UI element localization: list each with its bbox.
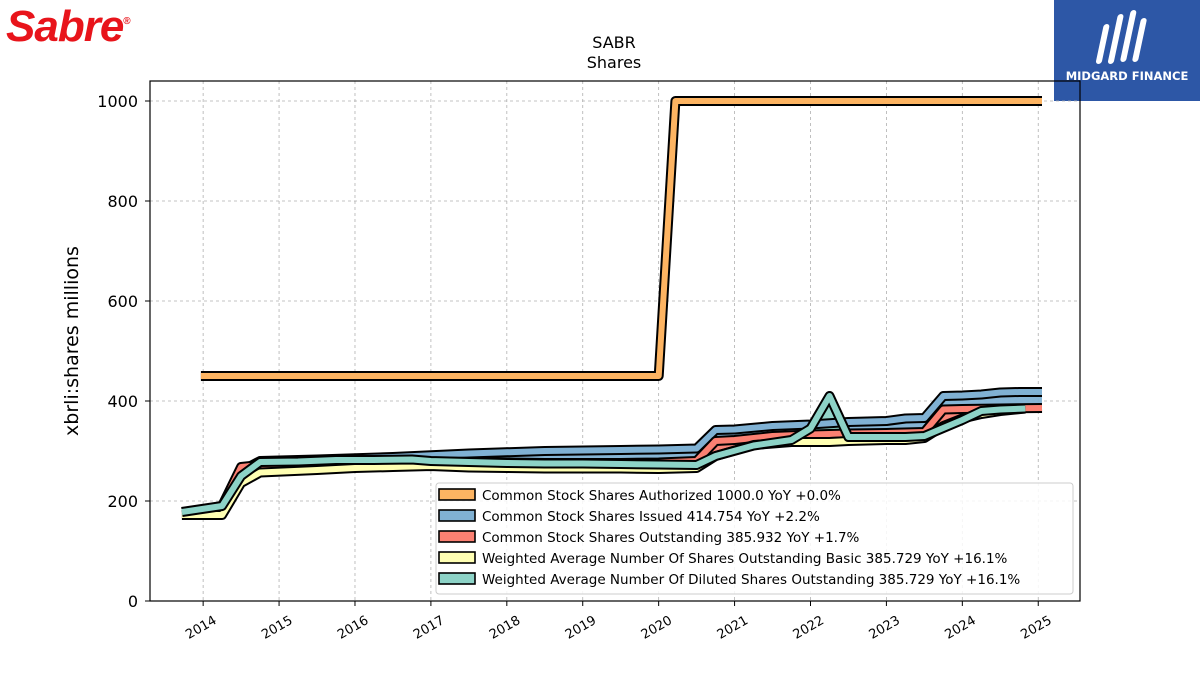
legend-label: Common Stock Shares Issued 414.754 YoY +… xyxy=(482,509,820,525)
legend-swatch xyxy=(438,488,476,501)
legend-swatch xyxy=(438,551,476,564)
y-tick-label: 600 xyxy=(107,292,138,311)
y-axis-ticks: 0 200 400 600 800 1000 xyxy=(97,92,150,611)
legend-swatch xyxy=(438,509,476,522)
chart-title: SABR xyxy=(592,33,636,52)
y-tick-label: 0 xyxy=(128,592,138,611)
x-tick-label: 2025 xyxy=(1018,613,1054,643)
series-line-0 xyxy=(200,98,1042,379)
x-tick-label: 2024 xyxy=(942,613,978,643)
x-tick-label: 2016 xyxy=(335,613,371,643)
legend-box xyxy=(435,482,1074,595)
midgard-finance-logo: MIDGARD FINANCE xyxy=(1054,0,1200,101)
y-tick-label: 800 xyxy=(107,192,138,211)
legend-swatch xyxy=(438,530,476,543)
legend-label: Common Stock Shares Outstanding 385.932 … xyxy=(482,530,860,546)
midgard-emblem-icon xyxy=(1095,10,1147,64)
legend-label: Weighted Average Number Of Shares Outsta… xyxy=(482,551,1008,567)
x-tick-label: 2017 xyxy=(411,613,447,643)
y-tick-label: 400 xyxy=(107,392,138,411)
legend-label: Common Stock Shares Authorized 1000.0 Yo… xyxy=(482,488,841,504)
x-tick-label: 2022 xyxy=(791,613,827,643)
series-line-4 xyxy=(181,393,1026,515)
legend-label: Weighted Average Number Of Diluted Share… xyxy=(482,572,1020,588)
y-tick-label: 1000 xyxy=(97,92,138,111)
series-area-1 xyxy=(222,392,1043,506)
plot-frame xyxy=(149,80,1081,602)
series-line-outline-0 xyxy=(200,96,1042,381)
series-lines xyxy=(181,96,1043,520)
x-tick-label: 2021 xyxy=(715,613,751,643)
y-tick-label: 200 xyxy=(107,492,138,511)
x-tick-label: 2014 xyxy=(183,613,219,643)
sabre-logo-text: Sabre xyxy=(6,2,124,51)
y-axis-label: xbrli:shares millions xyxy=(61,246,83,436)
x-axis-ticks: 2014 2015 2016 2017 2018 2019 2020 2021 2022 2023… xyxy=(183,601,1055,643)
legend-swatch xyxy=(438,572,476,585)
x-tick-label: 2015 xyxy=(259,613,295,643)
x-tick-label: 2019 xyxy=(563,613,599,643)
x-tick-label: 2018 xyxy=(487,613,523,643)
x-tick-label: 2020 xyxy=(639,613,675,643)
chart-legend: Common Stock Shares Authorized 1000.0 Yo… xyxy=(435,482,1074,595)
x-tick-label: 2023 xyxy=(867,613,903,643)
midgard-logo-text: MIDGARD FINANCE xyxy=(1065,69,1189,83)
chart-subtitle: Shares xyxy=(587,53,642,72)
sabre-logo: Sabre® xyxy=(6,2,131,51)
